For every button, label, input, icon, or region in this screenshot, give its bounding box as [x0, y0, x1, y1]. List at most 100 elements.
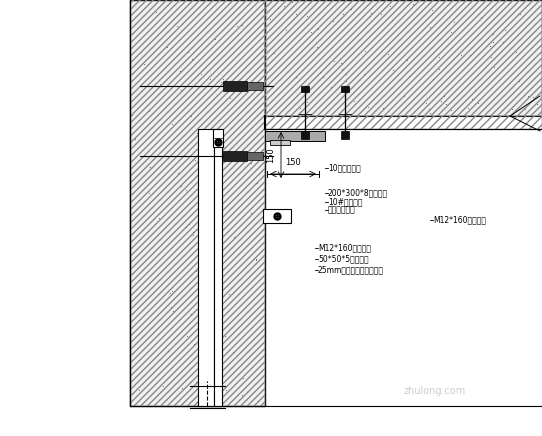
Point [199, 228, 208, 235]
Point [440, 92, 449, 99]
Point [489, 38, 498, 45]
Point [217, 79, 225, 86]
Text: 200*300*8镞件板式: 200*300*8镞件板式 [328, 188, 388, 198]
Point [269, 50, 278, 57]
Point [168, 287, 177, 294]
Bar [247, 152, 263, 160]
Point [158, 382, 167, 389]
Point [349, 98, 358, 105]
Point [176, 68, 184, 75]
Point [434, 54, 443, 61]
Point [146, 163, 154, 170]
Point [256, 80, 264, 87]
Point [193, 129, 202, 136]
Point [515, 10, 524, 17]
Text: 10#槽件连接: 10#槽件连接 [328, 198, 363, 207]
Point [533, 100, 541, 107]
Point [178, 384, 186, 391]
Point [233, 23, 242, 30]
Point [136, 48, 145, 55]
Bar [341, 86, 349, 92]
Point [173, 22, 182, 29]
Point [158, 74, 166, 81]
Point [247, 209, 255, 216]
Point [131, 136, 140, 143]
Point [312, 44, 321, 51]
Point [361, 48, 370, 54]
Point [190, 156, 199, 163]
Point [230, 234, 238, 241]
Point [207, 373, 215, 380]
Point [222, 387, 230, 394]
Point [409, 0, 417, 7]
Point [507, 105, 516, 112]
Point [486, 42, 494, 49]
Point [183, 333, 192, 340]
Bar [130, 0, 265, 406]
Point [271, 74, 280, 81]
Point [226, 95, 235, 102]
Bar [265, 131, 325, 141]
Bar [265, 116, 542, 129]
Bar [341, 131, 349, 139]
Point [282, 26, 291, 33]
Point [468, 95, 476, 102]
Point [421, 99, 430, 106]
Bar [265, 0, 542, 116]
Point [403, 56, 411, 63]
Point [499, 38, 508, 45]
Point [333, 17, 342, 24]
Bar [213, 129, 223, 147]
Bar [223, 151, 247, 161]
Point [177, 183, 185, 190]
Point [291, 10, 300, 17]
Text: 150: 150 [267, 147, 275, 163]
Bar [223, 81, 247, 91]
Point [221, 333, 229, 340]
Point [164, 347, 172, 354]
Point [303, 99, 312, 106]
Point [156, 80, 164, 87]
Point [266, 16, 274, 23]
Point [237, 22, 246, 29]
Point [486, 54, 495, 61]
Point [428, 6, 436, 13]
Point [337, 59, 345, 66]
Point [198, 191, 207, 198]
Point [217, 334, 226, 341]
Point [425, 105, 434, 112]
Point [488, 30, 497, 37]
Point [252, 257, 261, 264]
Point [188, 229, 197, 236]
Point [315, 69, 324, 76]
Bar [198, 129, 214, 406]
Text: 50*50*5角射金属: 50*50*5角射金属 [318, 255, 369, 263]
Point [168, 120, 177, 127]
Point [184, 48, 192, 55]
Point [429, 76, 438, 83]
Point [145, 108, 154, 115]
Point [405, 73, 414, 80]
Point [196, 133, 205, 140]
Point [185, 220, 194, 227]
Bar [130, 0, 265, 406]
Point [211, 35, 220, 42]
Point [466, 51, 475, 58]
Point [425, 110, 434, 117]
Point [250, 341, 259, 348]
Point [367, 10, 376, 17]
Point [435, 66, 443, 73]
Point [470, 86, 479, 93]
Point [191, 267, 200, 274]
Point [377, 10, 385, 17]
Point [386, 2, 395, 9]
Point [239, 375, 248, 382]
Point [314, 25, 322, 32]
Point [196, 70, 205, 77]
Point [511, 48, 520, 55]
Point [513, 11, 522, 18]
Point [528, 94, 537, 101]
Text: 10号槽形饰条: 10号槽形饰条 [328, 164, 361, 173]
Bar [265, 116, 542, 129]
Point [151, 9, 160, 16]
